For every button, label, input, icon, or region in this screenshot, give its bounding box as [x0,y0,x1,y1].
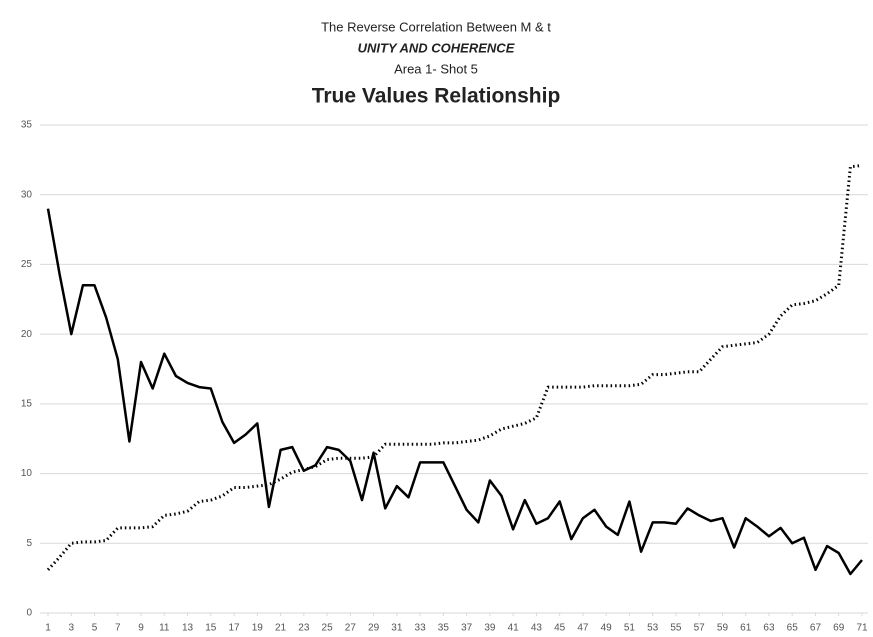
y-tick-label: 10 [21,468,33,479]
x-tick-label: 1 [45,623,51,634]
x-tick-label: 29 [368,623,380,634]
x-tick-label: 47 [577,623,589,634]
x-tick-label: 37 [461,623,473,634]
x-tick-label: 41 [508,623,520,634]
x-tick-label: 35 [438,623,450,634]
x-tick-label: 13 [182,623,194,634]
x-tick-label: 5 [92,623,98,634]
x-tick-label: 57 [694,623,706,634]
x-tick-label: 49 [601,623,613,634]
x-tick-label: 3 [68,623,74,634]
y-tick-label: 15 [21,398,33,409]
x-tick-label: 55 [670,623,682,634]
x-tick-label: 23 [298,623,310,634]
chart-heading: True Values Relationship [312,85,561,108]
y-tick-label: 20 [21,329,33,340]
x-tick-label: 19 [252,623,264,634]
x-tick-label: 33 [415,623,427,634]
x-tick-label: 7 [115,623,121,634]
x-tick-label: 45 [554,623,566,634]
x-tick-label: 43 [531,623,543,634]
y-tick-label: 0 [26,608,32,619]
series-line [46,163,863,571]
x-tick-label: 21 [275,623,287,634]
x-tick-label: 9 [138,623,144,634]
x-tick-label: 39 [484,623,496,634]
chart-title: The Reverse Correlation Between M & t [321,19,551,34]
y-tick-label: 25 [21,259,33,270]
x-tick-label: 67 [810,623,822,634]
y-tick-label: 30 [21,189,33,200]
x-tick-label: 51 [624,623,636,634]
x-tick-label: 17 [228,623,240,634]
x-tick-label: 53 [647,623,659,634]
chart-caption: Area 1- Shot 5 [394,61,478,76]
x-tick-label: 61 [740,623,752,634]
y-tick-label: 5 [26,538,32,549]
x-tick-label: 69 [833,623,845,634]
x-tick-label: 71 [856,623,868,634]
x-tick-label: 63 [763,623,775,634]
x-tick-label: 25 [322,623,334,634]
chart-subtitle: UNITY AND COHERENCE [358,40,515,55]
x-tick-label: 65 [787,623,799,634]
x-tick-label: 11 [159,623,170,634]
x-tick-label: 31 [391,623,403,634]
x-tick-label: 27 [345,623,357,634]
y-tick-label: 35 [21,120,33,131]
x-tick-label: 59 [717,623,729,634]
series-line [46,208,863,576]
x-tick-label: 15 [205,623,217,634]
